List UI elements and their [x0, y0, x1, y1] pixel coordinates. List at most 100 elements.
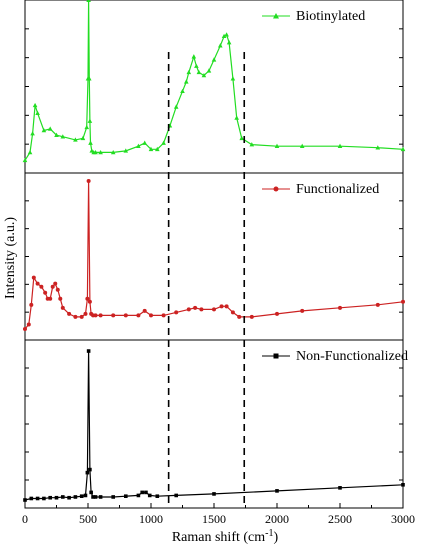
data-point	[67, 311, 72, 316]
data-point	[54, 495, 59, 500]
data-point	[110, 149, 116, 155]
data-point	[39, 284, 44, 289]
legend-marker	[273, 13, 279, 19]
data-point	[136, 143, 141, 148]
data-point	[230, 310, 235, 315]
data-point	[85, 470, 90, 475]
data-point	[196, 69, 202, 75]
panel-1: Biotinylated	[22, 0, 406, 174]
data-point	[73, 495, 78, 499]
data-point	[93, 149, 98, 155]
data-point	[87, 299, 92, 304]
data-point	[89, 490, 93, 495]
data-point	[212, 307, 216, 312]
data-point	[174, 493, 178, 498]
x-tick-label: 1000	[139, 512, 163, 526]
legend-label: Non-Functionalized	[296, 349, 408, 364]
data-point	[155, 146, 160, 152]
data-point	[48, 495, 52, 500]
data-point	[79, 494, 84, 498]
data-point	[173, 104, 179, 109]
data-point	[375, 145, 381, 150]
data-point	[144, 490, 148, 495]
data-point	[299, 143, 305, 148]
data-point	[161, 140, 166, 145]
data-point	[140, 490, 144, 495]
x-tick-label: 0	[22, 512, 28, 526]
data-point	[338, 305, 342, 310]
data-point	[191, 54, 197, 59]
series-line-2	[24, 180, 404, 330]
data-point	[86, 179, 91, 183]
series-line-3	[24, 350, 404, 501]
data-point	[224, 32, 229, 37]
x-tick-label: 2500	[328, 512, 352, 526]
panel-3: Non-Functionalized	[23, 339, 408, 509]
data-point	[27, 149, 33, 155]
x-tick-label: 500	[79, 512, 97, 526]
data-point	[79, 314, 84, 319]
data-point	[239, 135, 245, 141]
data-point	[26, 322, 31, 327]
data-point	[85, 296, 90, 301]
data-point	[50, 284, 55, 289]
data-point	[42, 496, 46, 501]
data-point	[400, 146, 406, 152]
data-point	[83, 311, 88, 316]
y-axis-label: Intensity (a.u.)	[3, 217, 18, 299]
data-point	[201, 73, 207, 78]
data-point	[174, 310, 179, 315]
data-point	[186, 307, 191, 312]
legend-label: Biotinylated	[296, 9, 365, 24]
data-point	[67, 495, 71, 500]
data-point	[58, 296, 63, 301]
data-point	[230, 76, 236, 81]
panel-2: Functionalized	[23, 172, 405, 341]
x-tick-label: 1500	[202, 512, 226, 526]
data-point	[31, 275, 36, 280]
data-point	[142, 140, 147, 145]
data-point	[338, 486, 342, 490]
data-point	[88, 140, 93, 145]
data-point	[218, 43, 223, 48]
reference-lines	[167, 52, 246, 508]
data-point	[73, 314, 78, 319]
data-point	[86, 76, 92, 81]
data-point	[98, 149, 103, 155]
data-point	[29, 496, 34, 501]
data-point	[375, 302, 380, 307]
data-point	[48, 296, 53, 301]
x-axis: 0 500 1000 1500 2000 2500 3000	[22, 503, 415, 526]
data-point	[93, 495, 98, 499]
panels: Biotinylated Functionalized Non-Functional…	[22, 0, 408, 509]
data-point	[136, 493, 141, 498]
data-point	[186, 69, 192, 75]
data-point	[23, 326, 27, 331]
data-point	[111, 313, 116, 318]
series-line-1	[24, 0, 404, 161]
data-point	[87, 118, 93, 123]
data-point	[43, 290, 48, 295]
data-point	[60, 134, 66, 139]
data-point	[147, 493, 152, 498]
data-point	[93, 313, 98, 318]
data-point	[149, 313, 153, 318]
data-point	[148, 146, 154, 152]
legend-marker	[273, 353, 279, 359]
data-point	[275, 489, 279, 493]
data-point	[221, 33, 227, 39]
data-point	[161, 313, 166, 318]
x-axis-label: Raman shift (cm-1)	[172, 528, 279, 545]
data-point	[234, 115, 239, 120]
data-point	[212, 492, 216, 496]
data-point	[53, 281, 58, 286]
data-point	[401, 483, 405, 487]
data-point	[249, 314, 254, 319]
data-point	[274, 143, 280, 148]
data-point	[136, 313, 141, 318]
data-point	[80, 135, 86, 141]
data-point	[91, 495, 95, 499]
data-point	[30, 131, 35, 136]
data-point	[23, 498, 27, 502]
